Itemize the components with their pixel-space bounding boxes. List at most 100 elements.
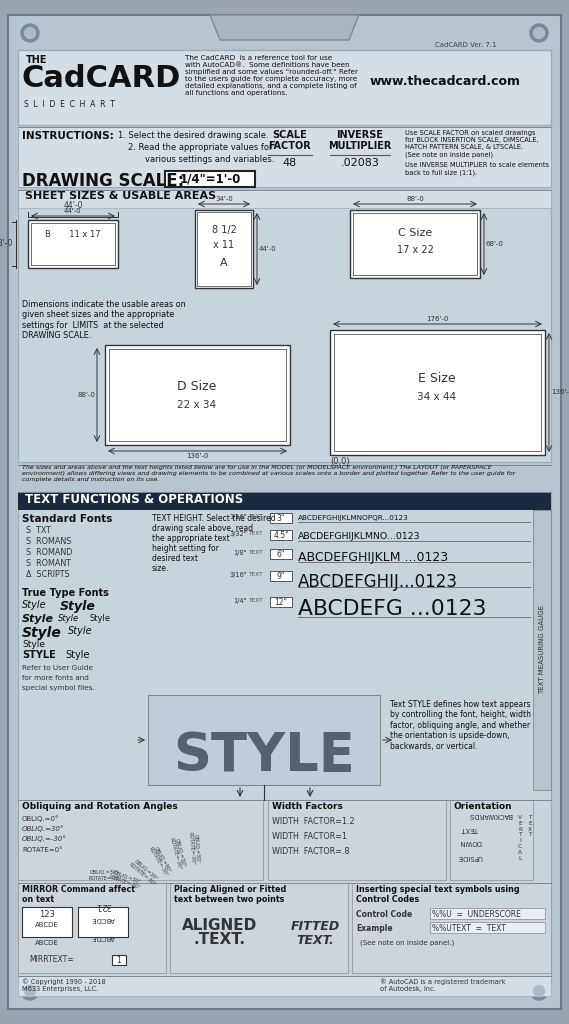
Text: A: A: [220, 258, 228, 268]
Text: (See note on inside panel.): (See note on inside panel.): [360, 940, 454, 946]
Circle shape: [21, 24, 39, 42]
Bar: [18, 190, 551, 462]
Text: www.thecadcard.com: www.thecadcard.com: [370, 75, 521, 88]
Circle shape: [534, 28, 545, 39]
Text: 9": 9": [277, 572, 285, 581]
Text: 8 1/2: 8 1/2: [212, 225, 237, 234]
Bar: [330, 330, 545, 455]
Text: SHEET SIZES & USABLE AREAS: SHEET SIZES & USABLE AREAS: [25, 191, 216, 201]
Text: height setting for: height setting for: [152, 544, 219, 553]
Text: 1/8": 1/8": [233, 550, 247, 556]
Text: C Size: C Size: [398, 228, 432, 238]
Text: ABCDEFGHIJKLMNOPQR...0123: ABCDEFGHIJKLMNOPQR...0123: [298, 515, 409, 521]
Text: 34'-0: 34'-0: [215, 196, 233, 202]
Text: THE: THE: [26, 55, 47, 65]
Text: 4.5": 4.5": [273, 531, 289, 540]
Text: 176'-0: 176'-0: [426, 316, 448, 322]
Text: 88'-0: 88'-0: [77, 392, 95, 398]
Text: 68'-0: 68'-0: [486, 241, 504, 247]
Text: Style: Style: [22, 626, 62, 640]
Text: S  ROMAND: S ROMAND: [26, 548, 72, 557]
Text: Use SCALE FACTOR on scaled drawings
for BLOCK INSERTION SCALE, DIMSCALE,
HATCH P: Use SCALE FACTOR on scaled drawings for …: [405, 130, 538, 158]
Text: Control Code: Control Code: [356, 910, 413, 919]
Text: Obliquing and Rotation Angles: Obliquing and Rotation Angles: [22, 802, 178, 811]
Text: B       11 x 17: B 11 x 17: [45, 230, 101, 239]
Bar: [28, 220, 118, 268]
Circle shape: [21, 982, 39, 1000]
Text: TEXT MEASURING GAUGE: TEXT MEASURING GAUGE: [539, 605, 545, 694]
Circle shape: [530, 24, 548, 42]
Text: The sizes and areas above and the text heights listed below are for use in the M: The sizes and areas above and the text h…: [22, 465, 516, 481]
Text: text between two points: text between two points: [174, 895, 284, 904]
Bar: [270, 597, 292, 607]
Bar: [197, 212, 251, 286]
Text: TEXT: TEXT: [461, 826, 479, 831]
Text: TEXT HEIGHT. Select the desired: TEXT HEIGHT. Select the desired: [152, 514, 275, 523]
Text: V
E
R
T
I
C
A
L: V E R T I C A L: [518, 815, 522, 860]
Text: The CadCARD  is a reference tool for use
with AutoCAD®.  Some definitions have b: The CadCARD is a reference tool for use …: [185, 55, 358, 96]
Text: 3/16": 3/16": [229, 572, 247, 578]
Bar: [270, 513, 292, 523]
Text: 6": 6": [277, 550, 285, 559]
Text: 88'-0: 88'-0: [406, 196, 424, 202]
Bar: [270, 571, 292, 581]
Text: DOWN: DOWN: [459, 839, 481, 845]
Text: the appropriate text: the appropriate text: [152, 534, 230, 543]
Text: 1/16": 1/16": [229, 514, 247, 520]
Bar: [112, 955, 126, 965]
Text: TEXT: TEXT: [248, 550, 263, 555]
Text: Style: Style: [90, 614, 111, 623]
Bar: [165, 171, 255, 187]
Text: x 11: x 11: [213, 240, 234, 250]
Text: 22 x 34: 22 x 34: [178, 400, 217, 410]
Text: 2. Read the appropriate values for: 2. Read the appropriate values for: [128, 143, 273, 152]
Bar: [105, 345, 290, 445]
Bar: [195, 210, 253, 288]
Text: OBLIQ.=0°: OBLIQ.=0°: [22, 815, 60, 821]
Circle shape: [530, 982, 548, 1000]
Text: MULTIPLIER: MULTIPLIER: [328, 141, 391, 151]
Text: OBLIQ.=90°
ROTATE=-30°: OBLIQ.=90° ROTATE=-30°: [147, 844, 174, 878]
Text: Inserting special text symbols using: Inserting special text symbols using: [356, 885, 519, 894]
Text: 136'-0: 136'-0: [551, 389, 569, 395]
Text: Style: Style: [60, 600, 96, 613]
Bar: [170, 883, 348, 973]
Text: Style: Style: [22, 640, 45, 649]
Text: T
E
X
T: T E X T: [528, 815, 532, 838]
Text: UPSIDE: UPSIDE: [457, 854, 483, 860]
Text: S  TXT: S TXT: [26, 526, 51, 535]
Text: 1/4": 1/4": [233, 598, 247, 604]
Bar: [148, 695, 380, 785]
Text: DRAWING SCALE:: DRAWING SCALE:: [22, 172, 184, 190]
Bar: [18, 883, 166, 973]
Bar: [353, 213, 477, 275]
Text: (0,0): (0,0): [330, 457, 349, 466]
Text: 44'-0: 44'-0: [64, 208, 82, 214]
Text: INSTRUCTIONS:: INSTRUCTIONS:: [22, 131, 114, 141]
Bar: [268, 800, 446, 880]
Text: ABCDE: ABCDE: [35, 922, 59, 928]
Text: Δ  SCRIPTS: Δ SCRIPTS: [26, 570, 69, 579]
Bar: [22, 907, 72, 937]
Text: for more fonts and: for more fonts and: [22, 675, 89, 681]
Text: ABCDEFG ...0123: ABCDEFG ...0123: [298, 599, 486, 618]
Text: 1/4"=1'-0: 1/4"=1'-0: [179, 172, 241, 185]
Bar: [78, 907, 128, 937]
Text: S  L  I  D  E  C  H  A  R  T: S L I D E C H A R T: [24, 100, 115, 109]
Text: Text STYLE defines how text appears
by controlling the font, height, width
facto: Text STYLE defines how text appears by c…: [390, 700, 531, 751]
Bar: [334, 334, 541, 451]
Text: Placing Aligned or Fitted: Placing Aligned or Fitted: [174, 885, 286, 894]
Bar: [109, 349, 286, 441]
Bar: [18, 190, 551, 208]
Text: WIDTH  FACTOR=1.2: WIDTH FACTOR=1.2: [272, 817, 354, 826]
Bar: [270, 530, 292, 540]
Text: Example: Example: [356, 924, 393, 933]
Text: 321: 321: [95, 901, 111, 910]
Text: STYLE: STYLE: [22, 650, 56, 660]
Text: 48: 48: [283, 158, 297, 168]
Text: 68'-0: 68'-0: [0, 240, 13, 249]
Text: FACTOR: FACTOR: [269, 141, 311, 151]
Circle shape: [24, 28, 35, 39]
Text: TEXT.: TEXT.: [296, 934, 334, 947]
Bar: [430, 908, 545, 919]
